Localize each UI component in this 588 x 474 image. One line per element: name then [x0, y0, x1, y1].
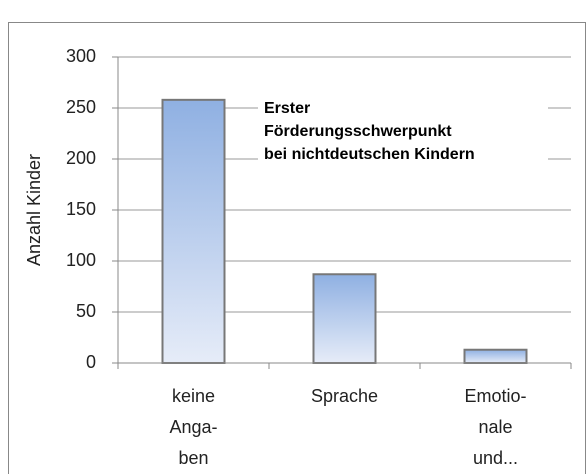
bar: [161, 98, 226, 364]
x-tick-label: Sprache: [311, 386, 378, 406]
annotation: Erster: [264, 100, 310, 117]
bar: [312, 273, 377, 365]
y-tick-label: 50: [76, 301, 96, 321]
annotation-background: [258, 96, 548, 168]
y-tick-label: 200: [66, 148, 96, 168]
annotation: bei nichtdeutschen Kindern: [264, 146, 475, 163]
chart-frame: [8, 22, 586, 474]
x-tick-label: Emotio-: [464, 386, 526, 406]
y-tick-label: 150: [66, 199, 96, 219]
x-tick-label: ben: [178, 448, 208, 468]
y-axis-title: Anzahl Kinder: [24, 154, 44, 266]
y-tick-label: 0: [86, 352, 96, 372]
x-tick-label: und...: [473, 448, 518, 468]
y-tick-label: 100: [66, 250, 96, 270]
x-tick-label: keine: [172, 386, 215, 406]
x-tick-label: nale: [478, 417, 512, 437]
x-tick-label: Anga-: [169, 417, 217, 437]
bar: [463, 348, 528, 364]
annotation: Förderungsschwerpunkt: [264, 123, 452, 140]
y-tick-label: 250: [66, 97, 96, 117]
y-tick-label: 300: [66, 46, 96, 66]
